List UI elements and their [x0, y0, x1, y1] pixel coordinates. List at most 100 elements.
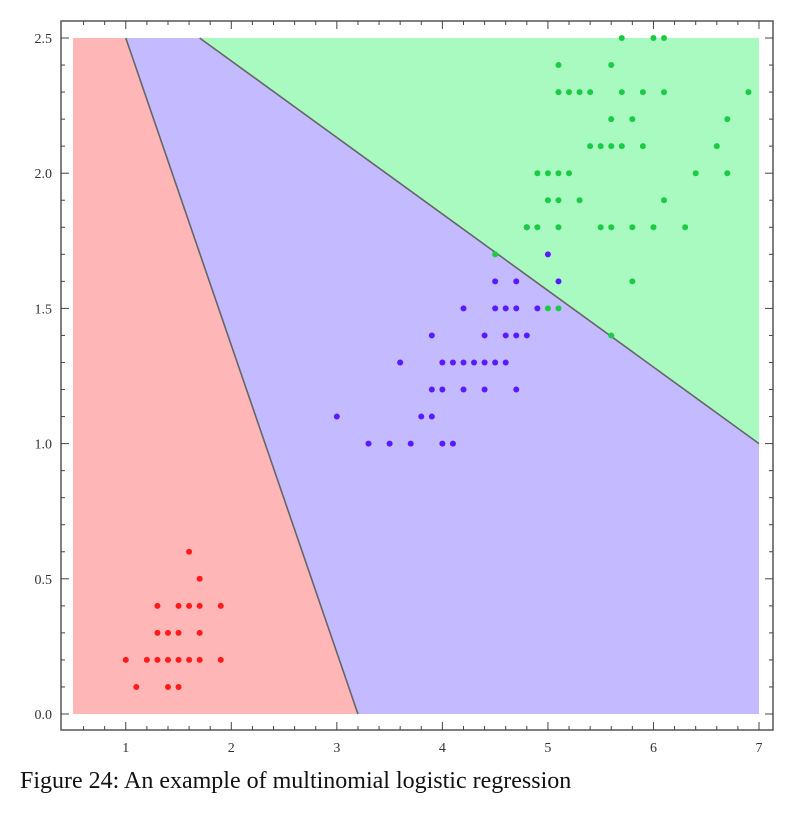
point-series-2: [418, 413, 425, 420]
point-series-3: [629, 116, 636, 123]
point-series-3: [534, 170, 541, 177]
point-series-3: [745, 89, 752, 96]
point-series-3: [629, 278, 636, 285]
point-series-3: [682, 224, 689, 231]
point-series-1: [186, 656, 193, 663]
point-series-2: [481, 332, 488, 339]
point-series-3: [639, 143, 646, 150]
point-series-1: [154, 656, 161, 663]
point-series-3: [566, 170, 573, 177]
point-series-1: [143, 656, 150, 663]
point-series-1: [217, 656, 224, 663]
x-tick-label: 4: [439, 741, 446, 756]
point-series-3: [555, 224, 562, 231]
point-series-2: [449, 440, 456, 447]
point-series-3: [618, 35, 625, 41]
point-series-3: [618, 89, 625, 96]
point-series-2: [481, 359, 488, 366]
point-series-1: [196, 575, 203, 582]
point-series-3: [608, 116, 615, 123]
point-series-2: [397, 359, 404, 366]
point-series-3: [544, 170, 551, 177]
point-series-3: [608, 62, 615, 69]
point-series-2: [333, 413, 340, 420]
point-series-2: [513, 305, 520, 312]
point-series-2: [386, 440, 393, 447]
point-series-3: [629, 224, 636, 231]
point-series-3: [608, 224, 615, 231]
point-series-1: [164, 629, 171, 636]
y-tick-label: 2.5: [35, 32, 53, 47]
point-series-3: [597, 143, 604, 150]
point-series-1: [196, 602, 203, 609]
point-series-1: [175, 602, 182, 609]
point-series-2: [502, 359, 509, 366]
point-series-2: [523, 332, 530, 339]
point-series-2: [555, 278, 562, 285]
point-series-1: [154, 602, 161, 609]
point-series-2: [428, 332, 435, 339]
point-series-3: [587, 89, 594, 96]
point-series-2: [439, 359, 446, 366]
point-series-2: [492, 305, 499, 312]
region-1: [73, 38, 358, 714]
point-series-2: [365, 440, 372, 447]
point-series-3: [661, 89, 668, 96]
point-series-3: [555, 305, 562, 312]
point-series-2: [534, 305, 541, 312]
point-series-3: [608, 143, 615, 150]
decision-boundaries: [125, 37, 760, 715]
point-series-1: [186, 602, 193, 609]
point-series-3: [555, 170, 562, 177]
region-2: [125, 38, 760, 714]
y-tick-labels: 0.0 0.5 1.0 1.5 2.0 2.5: [35, 32, 53, 723]
point-series-3: [534, 224, 541, 231]
point-series-3: [587, 143, 594, 150]
point-series-1: [217, 602, 224, 609]
point-series-3: [555, 197, 562, 204]
point-series-1: [186, 548, 193, 555]
point-series-1: [175, 629, 182, 636]
x-tick-labels: 1 2 3 4 5 6 7: [122, 741, 762, 756]
point-series-3: [492, 251, 499, 258]
point-series-3: [576, 197, 583, 204]
y-tick-label: 2.0: [35, 167, 53, 182]
figure-caption: Figure 24: An example of multinomial log…: [20, 768, 572, 794]
point-series-2: [502, 305, 509, 312]
point-series-1: [122, 656, 129, 663]
x-tick-label: 2: [228, 741, 235, 756]
point-series-2: [428, 413, 435, 420]
point-series-2: [471, 359, 478, 366]
point-series-1: [175, 656, 182, 663]
point-series-3: [555, 62, 562, 69]
point-series-2: [449, 359, 456, 366]
point-series-3: [523, 224, 530, 231]
point-series-1: [175, 683, 182, 690]
y-tick-label: 0.5: [35, 573, 53, 588]
plot-frame: [60, 20, 774, 731]
point-series-2: [544, 251, 551, 258]
point-series-3: [597, 224, 604, 231]
x-tick-label: 3: [333, 741, 340, 756]
y-tick-label: 1.5: [35, 302, 53, 317]
point-series-3: [544, 305, 551, 312]
point-series-2: [439, 440, 446, 447]
point-series-2: [460, 305, 467, 312]
point-series-3: [713, 143, 720, 150]
point-series-2: [492, 278, 499, 285]
x-tick-label: 5: [544, 741, 551, 756]
x-tick-label: 7: [756, 741, 763, 756]
x-tick-label: 1: [122, 741, 129, 756]
point-series-3: [661, 197, 668, 204]
point-series-1: [164, 683, 171, 690]
point-series-2: [407, 440, 414, 447]
point-series-3: [639, 89, 646, 96]
y-tick-label: 0.0: [35, 708, 53, 723]
point-series-2: [481, 386, 488, 393]
point-series-3: [692, 170, 699, 177]
point-series-1: [196, 629, 203, 636]
point-series-3: [724, 170, 731, 177]
data-points: [122, 35, 752, 690]
point-series-1: [164, 656, 171, 663]
point-series-3: [608, 332, 615, 339]
